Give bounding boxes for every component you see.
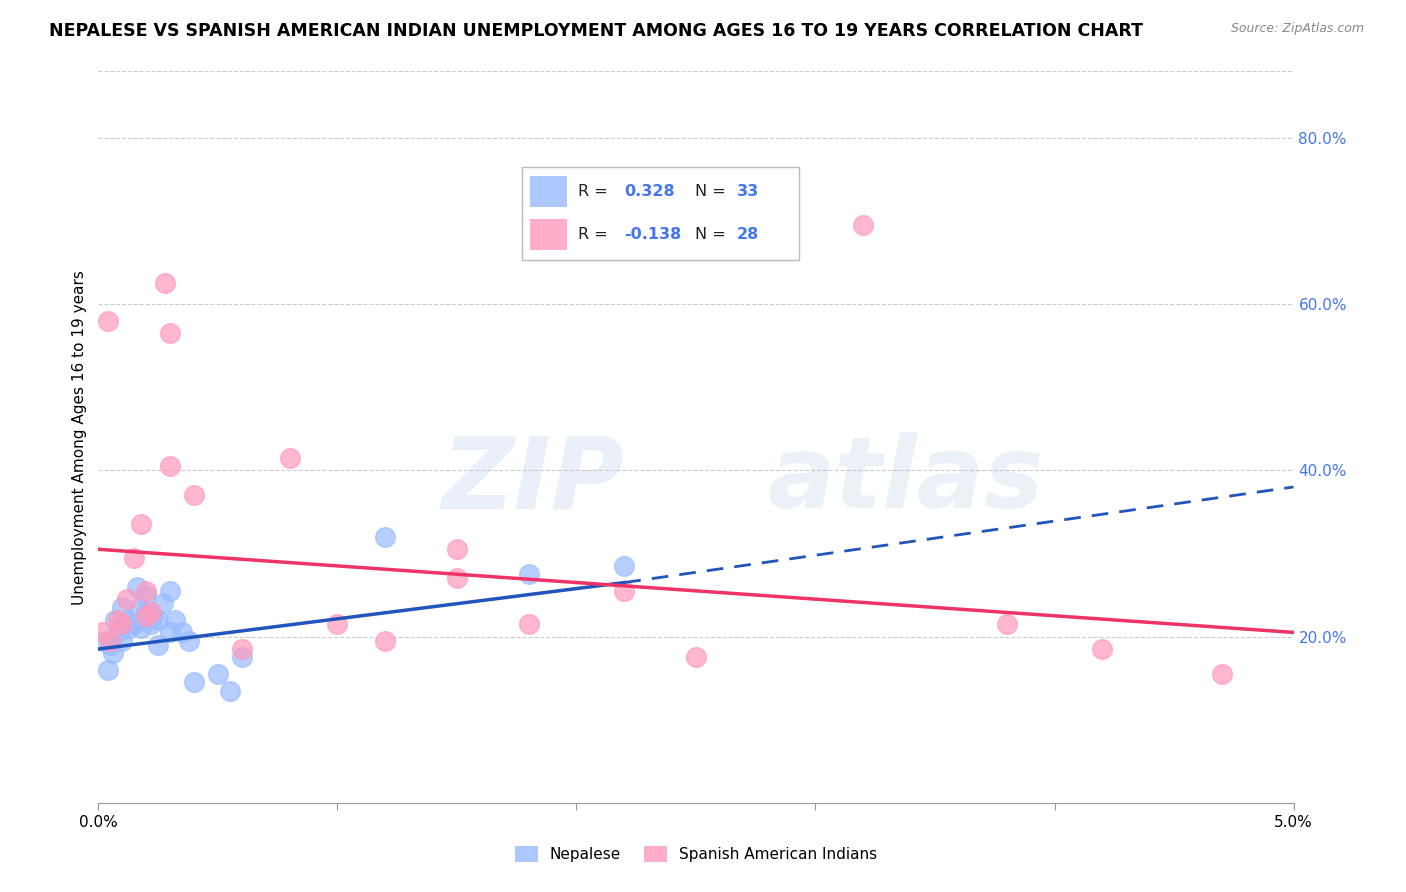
Point [159, 459, 181, 474]
Point [183, 488, 205, 502]
Point [139, 617, 162, 632]
Point [98, 638, 122, 652]
Point [135, 588, 157, 602]
Point [148, 613, 170, 627]
Y-axis label: Unemployment Among Ages 16 to 19 years: Unemployment Among Ages 16 to 19 years [72, 269, 87, 605]
Point [172, 625, 194, 640]
Point [155, 277, 177, 291]
Point [995, 617, 1018, 632]
Point [163, 613, 186, 627]
Point [179, 633, 201, 648]
Text: R =: R = [578, 227, 613, 242]
Point [517, 617, 540, 632]
Point [613, 583, 636, 598]
Point [152, 596, 174, 610]
Point [91, 625, 114, 640]
Point [98, 633, 122, 648]
Point [97, 314, 120, 328]
Point [183, 675, 205, 690]
Point [159, 583, 181, 598]
Point [446, 542, 468, 557]
Text: ZIP: ZIP [441, 433, 624, 530]
Point [131, 621, 153, 635]
Point [104, 613, 127, 627]
Point [91, 633, 114, 648]
Point [446, 571, 468, 585]
Point [219, 683, 242, 698]
Text: atlas: atlas [768, 433, 1045, 530]
Text: N =: N = [695, 227, 731, 242]
Point [1211, 667, 1233, 681]
FancyBboxPatch shape [530, 176, 567, 207]
Point [159, 326, 181, 341]
Point [1091, 642, 1114, 657]
Point [231, 650, 253, 665]
Point [231, 642, 253, 657]
Point [326, 617, 349, 632]
FancyBboxPatch shape [522, 168, 800, 260]
Point [517, 567, 540, 582]
Point [852, 218, 875, 232]
Text: 0.328: 0.328 [624, 184, 675, 199]
Point [374, 530, 396, 544]
Point [125, 580, 148, 594]
Point [613, 558, 636, 573]
Text: -0.138: -0.138 [624, 227, 681, 242]
Point [159, 625, 181, 640]
Point [101, 646, 124, 660]
Point [131, 517, 153, 532]
Text: 33: 33 [737, 184, 759, 199]
Text: N =: N = [695, 184, 731, 199]
Point [278, 450, 301, 465]
Legend: Nepalese, Spanish American Indians: Nepalese, Spanish American Indians [509, 840, 883, 868]
Point [124, 550, 146, 565]
Point [107, 613, 129, 627]
Point [111, 600, 134, 615]
Text: Source: ZipAtlas.com: Source: ZipAtlas.com [1230, 22, 1364, 36]
Point [115, 592, 138, 607]
Point [148, 638, 170, 652]
Point [97, 663, 120, 677]
Text: 28: 28 [737, 227, 759, 242]
Text: NEPALESE VS SPANISH AMERICAN INDIAN UNEMPLOYMENT AMONG AGES 16 TO 19 YEARS CORRE: NEPALESE VS SPANISH AMERICAN INDIAN UNEM… [49, 22, 1143, 40]
Point [685, 650, 707, 665]
Point [207, 667, 229, 681]
Point [118, 621, 141, 635]
Point [135, 583, 157, 598]
Point [115, 613, 138, 627]
Point [128, 600, 150, 615]
Point [124, 617, 146, 632]
Point [107, 625, 129, 640]
Point [111, 617, 134, 632]
Point [139, 605, 162, 619]
Point [111, 633, 134, 648]
Point [374, 633, 396, 648]
FancyBboxPatch shape [530, 219, 567, 250]
Point [135, 608, 157, 623]
Point [135, 605, 157, 619]
Point [142, 608, 165, 623]
Text: R =: R = [578, 184, 613, 199]
